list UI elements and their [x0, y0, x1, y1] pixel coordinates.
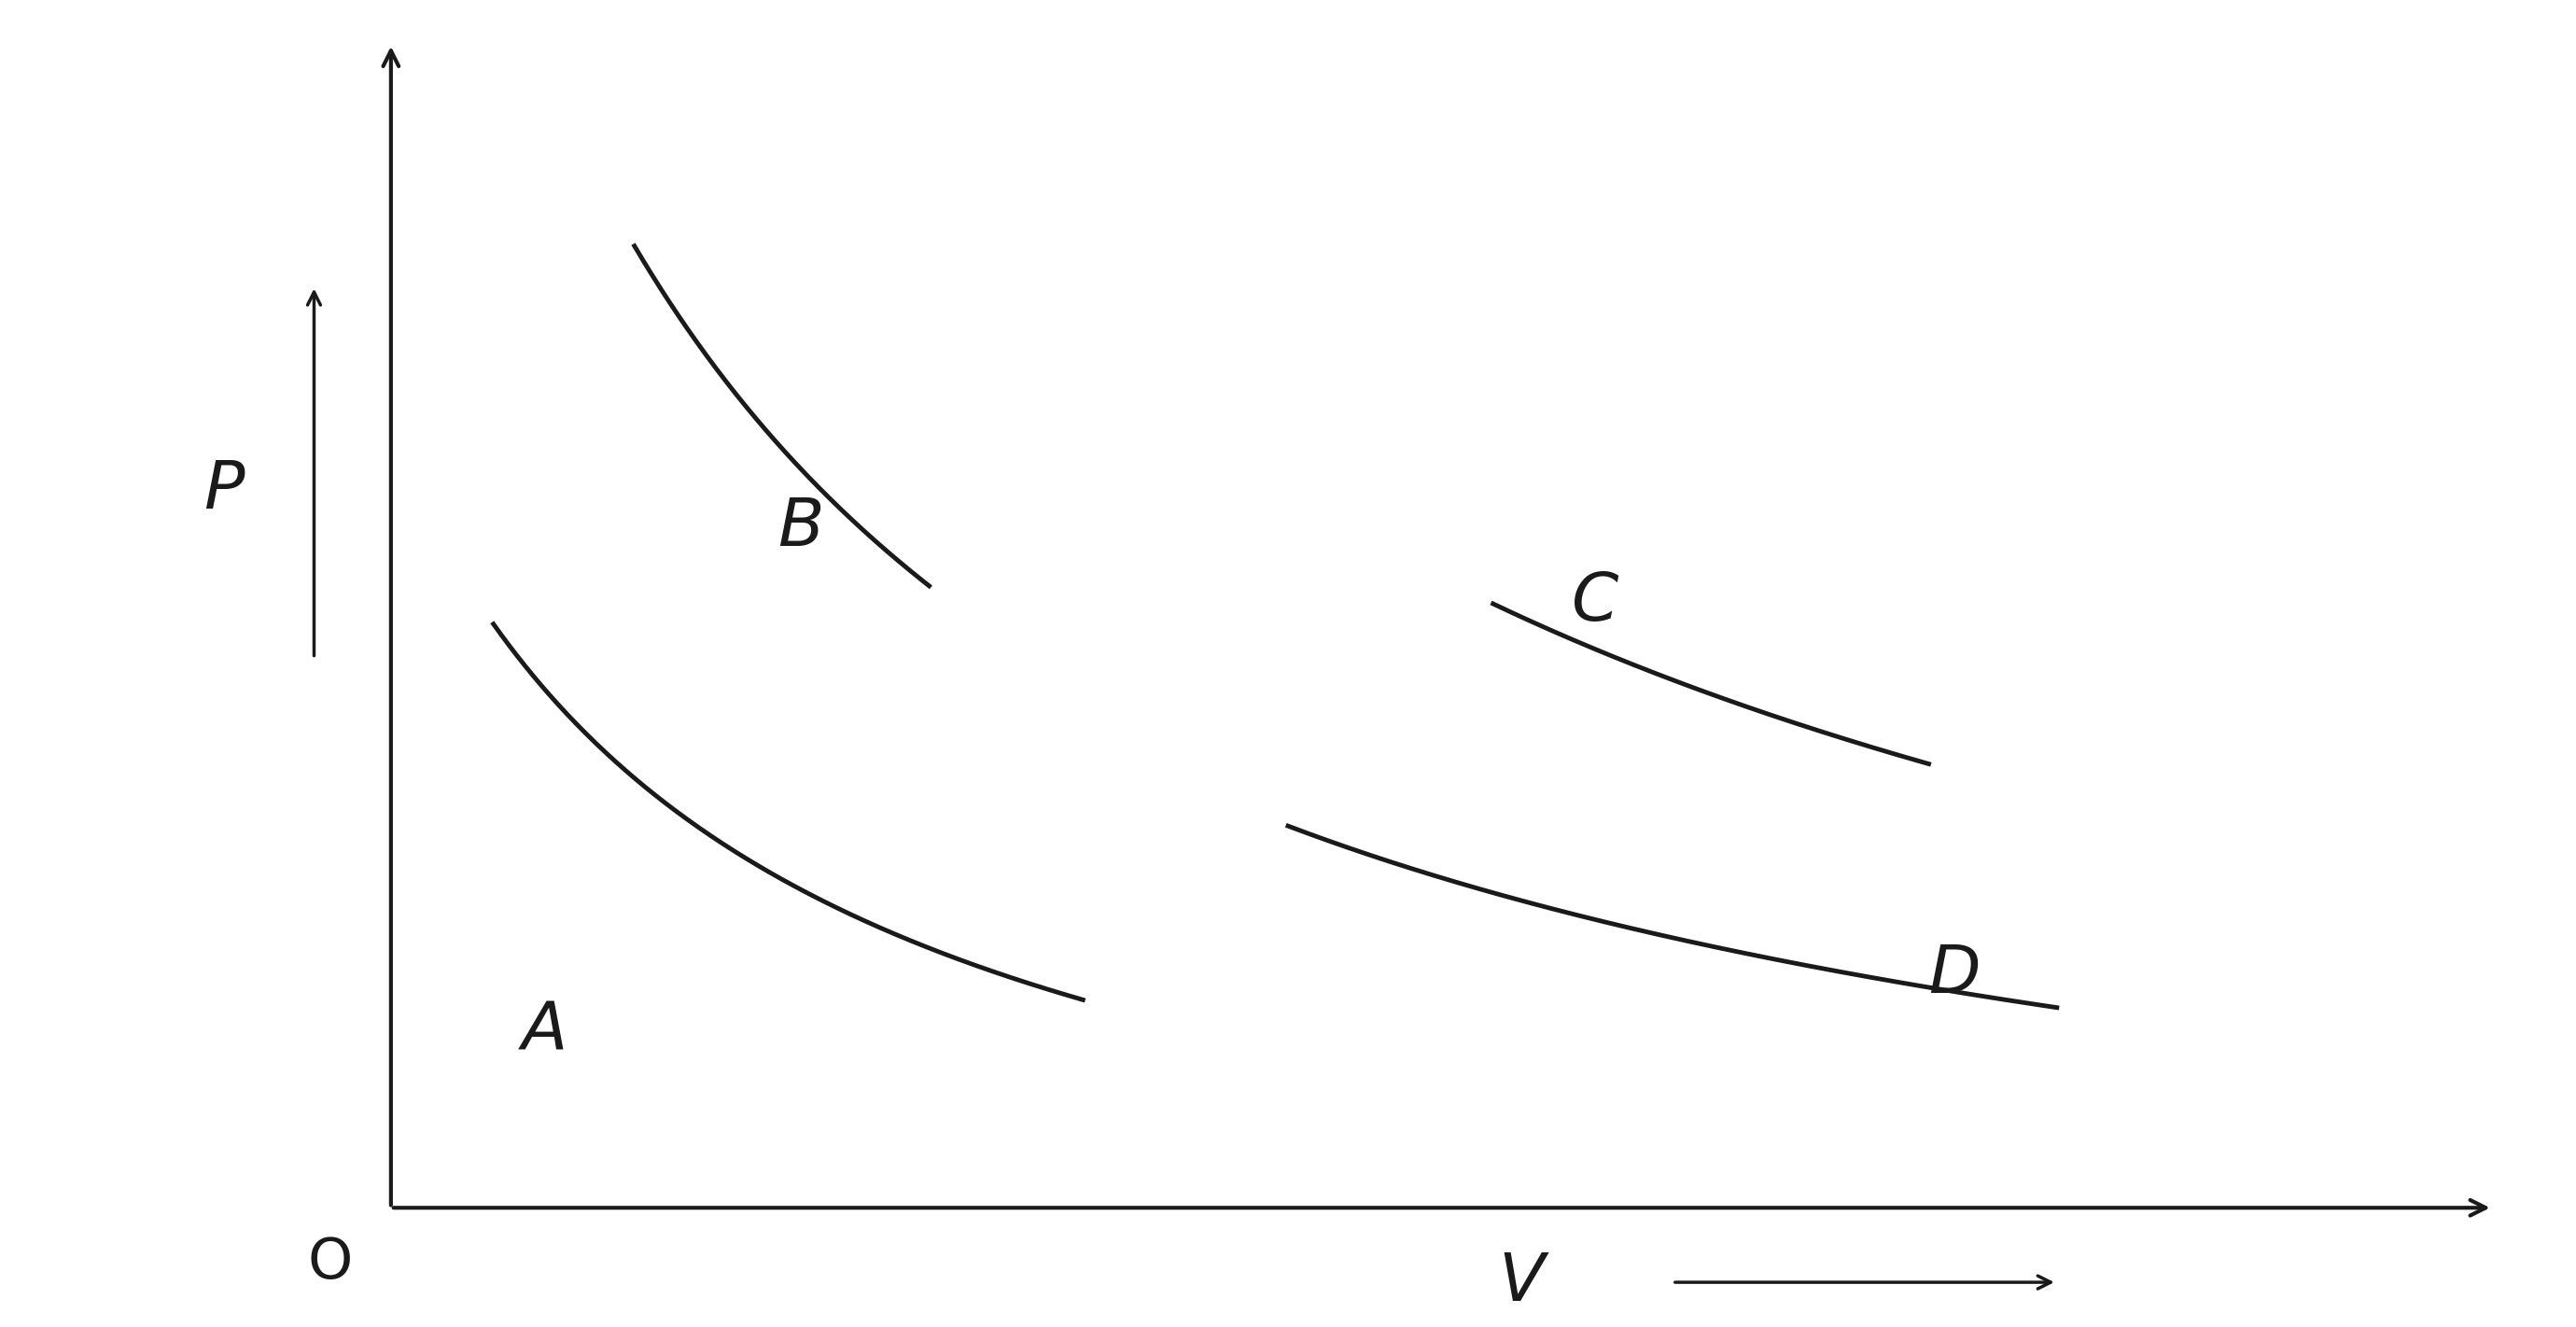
Text: O: O [307, 1235, 353, 1291]
Text: A: A [523, 999, 567, 1063]
Text: P: P [204, 459, 245, 523]
Text: D: D [1929, 942, 1981, 1007]
Text: B: B [778, 496, 824, 560]
Text: C: C [1571, 571, 1620, 634]
Text: V: V [1499, 1250, 1543, 1315]
